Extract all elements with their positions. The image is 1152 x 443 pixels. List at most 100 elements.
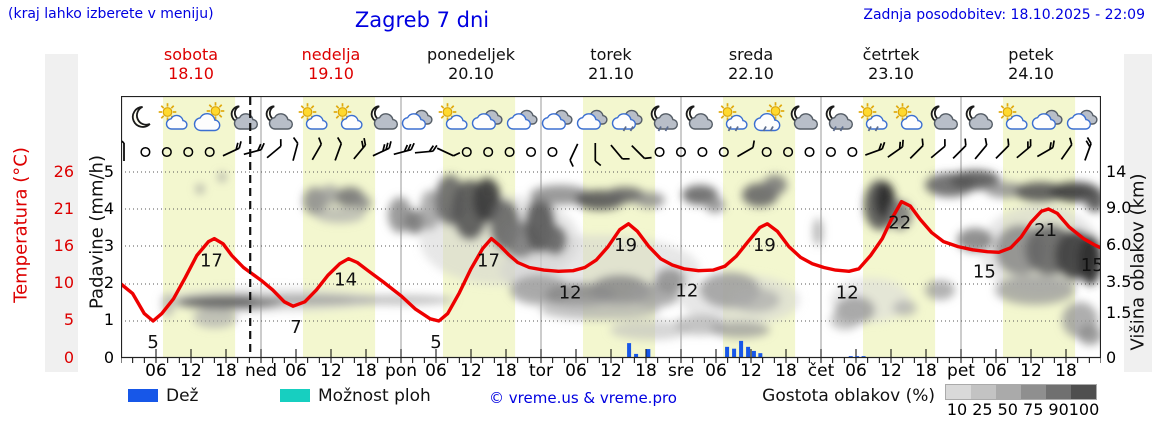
cloud-blob xyxy=(345,295,455,305)
cloud-density-scale xyxy=(945,384,1097,400)
day-abbr-label: pet xyxy=(947,361,975,381)
wind-barb xyxy=(266,139,282,159)
weather-icon-cloud-sun xyxy=(193,102,225,132)
precip-bar xyxy=(627,343,632,358)
hour-label: 06 xyxy=(425,361,447,381)
weather-icon-cloudy xyxy=(401,109,433,130)
precip-bar xyxy=(634,353,639,358)
temp-value-label: 17 xyxy=(477,250,500,271)
cloud-height-tick-label: 6.0 xyxy=(1106,235,1132,254)
weather-icon-cloudy xyxy=(1066,109,1098,130)
weather-icon-cloudy xyxy=(576,109,608,130)
hour-label: 12 xyxy=(180,361,202,381)
wind-calm-circle xyxy=(525,146,537,158)
weather-icon-moon-cloud xyxy=(930,105,958,130)
cloud-density-label: Gostota oblakov (%) xyxy=(762,386,935,406)
day-date: 21.10 xyxy=(588,64,634,83)
cloud-blob xyxy=(1078,325,1101,345)
wind-barb xyxy=(631,145,652,160)
day-abbr-label: pon xyxy=(385,361,417,381)
density-scale-segment xyxy=(996,385,1021,399)
cloud-height-tick-label: 3.5 xyxy=(1106,272,1132,291)
cloud-blob xyxy=(985,182,1025,198)
wind-barb xyxy=(1060,137,1073,160)
hour-label: 12 xyxy=(880,361,902,381)
precip-tick-label: 4 xyxy=(103,199,114,218)
cloud-blob xyxy=(355,195,371,211)
wind-calm-circle xyxy=(697,146,708,158)
wind-calm-circle xyxy=(761,146,772,158)
page-title: Zagreb 7 dni xyxy=(354,8,490,32)
hour-label: 12 xyxy=(320,361,342,381)
density-tick-label: 90 xyxy=(1048,400,1069,419)
precip-tick-label: 1 xyxy=(103,310,114,329)
density-tick-label: 75 xyxy=(1023,400,1044,419)
copyright-link[interactable]: © vreme.us & vreme.pro xyxy=(489,389,677,407)
showers-legend-label: Možnost ploh xyxy=(318,386,431,406)
wind-barb xyxy=(737,140,756,158)
day-date: 24.10 xyxy=(1008,64,1054,83)
hour-label: 18 xyxy=(635,361,657,381)
weather-icon-moon-cloud xyxy=(370,105,398,130)
hour-label: 06 xyxy=(845,361,867,381)
weather-icon-sun-cloud xyxy=(893,103,923,130)
cloud-blob xyxy=(635,192,665,208)
cloud-blob xyxy=(730,288,780,312)
cloud-blob xyxy=(655,268,685,292)
precip-tick-label: 2 xyxy=(103,273,114,292)
wind-barb xyxy=(995,138,1010,159)
hour-label: 18 xyxy=(915,361,937,381)
location-menu-hint: (kraj lahko izberete v meniju) xyxy=(8,6,214,22)
density-scale-segment xyxy=(1071,385,1096,399)
day-date: 23.10 xyxy=(868,64,914,83)
day-date: 22.10 xyxy=(728,64,774,83)
right-axis-strip xyxy=(1124,54,1152,372)
cloud-blob xyxy=(405,210,425,234)
wind-barb xyxy=(414,144,438,154)
showers-legend-swatch xyxy=(280,389,310,402)
temp-value-label: 19 xyxy=(614,235,637,256)
weather-icon-sun-cloud xyxy=(158,103,188,130)
wind-calm-circle xyxy=(204,146,215,158)
temp-value-label: 14 xyxy=(334,270,357,291)
cloud-blob xyxy=(925,280,955,300)
wind-barb xyxy=(222,141,242,157)
cloud-blob xyxy=(893,300,917,316)
wind-calm-circle xyxy=(461,146,472,158)
precip-tick-label: 5 xyxy=(103,162,114,181)
wind-calm-circle xyxy=(504,146,515,158)
hour-label: 12 xyxy=(1020,361,1042,381)
temp-tick-label: 5 xyxy=(63,310,74,329)
density-tick-label: 10 xyxy=(946,400,968,419)
density-scale-segment xyxy=(1046,385,1071,399)
day-name: četrtek xyxy=(862,45,920,64)
day-name: ponedeljek xyxy=(427,45,515,64)
precip-bar xyxy=(739,340,744,358)
temp-value-label: 12 xyxy=(559,282,582,303)
hour-label: 18 xyxy=(495,361,517,381)
cloud-height-tick-label: 9.0 xyxy=(1106,198,1132,217)
wind-barb xyxy=(610,144,630,160)
cloud-blob xyxy=(957,228,993,252)
cloud-blob xyxy=(320,185,340,205)
weather-icon-sun-cloud xyxy=(998,103,1028,130)
last-updated: Zadnja posodobitev: 18.10.2025 - 22:09 xyxy=(863,7,1145,23)
hour-label: 06 xyxy=(705,361,727,381)
precip-bar xyxy=(751,350,756,358)
cloud-blob xyxy=(543,225,567,255)
weather-icon-cloudy xyxy=(541,109,573,130)
cloud-height-tick-label: 0 xyxy=(1106,348,1117,367)
temp-tick-label: 0 xyxy=(63,348,74,367)
cloud-blob xyxy=(1085,188,1101,212)
wind-calm-circle xyxy=(783,146,794,158)
wind-barb xyxy=(887,139,904,158)
day-abbr-label: tor xyxy=(528,361,554,381)
precip-bar xyxy=(725,346,730,358)
precip-bar xyxy=(758,353,763,358)
cloud-blob xyxy=(218,172,226,182)
cloud-blob xyxy=(605,187,645,203)
cloud-blob xyxy=(196,184,204,194)
wind-barb xyxy=(930,139,946,159)
wind-calm-circle xyxy=(547,146,558,158)
